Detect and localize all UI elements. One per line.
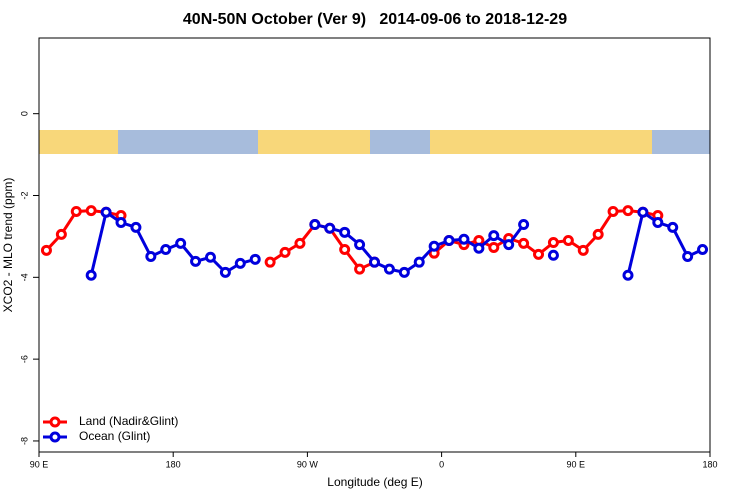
land-strip: [430, 130, 652, 154]
data-point: [219, 266, 231, 278]
series-line: [626, 209, 704, 276]
data-point: [622, 205, 634, 217]
data-point: [667, 221, 679, 233]
data-point: [354, 263, 366, 275]
x-tick-label: 180: [166, 459, 181, 469]
data-point: [637, 206, 649, 218]
x-tick-label: 90 W: [297, 459, 319, 469]
legend-label: Ocean (Glint): [79, 429, 150, 443]
data-point: [533, 248, 545, 260]
data-point: [175, 237, 187, 249]
data-point: [428, 240, 440, 252]
x-axis-label: Longitude (deg E): [327, 475, 422, 489]
data-point: [547, 237, 559, 249]
x-tick-label: 180: [702, 459, 717, 469]
data-point: [547, 249, 559, 261]
data-point: [652, 217, 664, 228]
data-point: [130, 221, 142, 233]
chart-title: 40N-50N October (Ver 9) 2014-09-06 to 20…: [183, 11, 567, 28]
y-tick-label: -4: [19, 273, 29, 281]
y-axis-label: XCO2 - MLO trend (ppm): [1, 178, 15, 313]
data-point: [354, 239, 366, 251]
x-tick-label: 90 E: [30, 459, 49, 469]
data-point: [682, 250, 694, 262]
data-point: [383, 263, 395, 275]
data-point: [369, 256, 380, 268]
plot-frame: [38, 37, 711, 453]
data-point: [294, 237, 306, 249]
data-point: [443, 235, 455, 246]
data-point: [190, 255, 202, 267]
data-point: [115, 217, 127, 228]
data-point: [473, 242, 485, 254]
legend-label: Land (Nadir&Glint): [79, 414, 178, 428]
data-point: [518, 219, 530, 231]
land-strip: [258, 130, 370, 154]
data-point: [324, 222, 336, 234]
data-point: [503, 239, 515, 251]
x-tick-label: 90 E: [567, 459, 586, 469]
y-tick-label: -2: [19, 191, 29, 199]
data-point: [70, 205, 82, 217]
data-point: [607, 205, 619, 217]
data-point: [697, 244, 709, 255]
legend-marker: [49, 431, 61, 443]
data-point: [562, 235, 574, 246]
data-point: [85, 269, 97, 281]
y-tick-label: 0: [19, 111, 29, 116]
land-strip: [39, 130, 118, 154]
data-point: [413, 256, 425, 268]
data-point: [249, 253, 261, 265]
data-point: [100, 206, 112, 218]
data-point: [234, 257, 246, 269]
data-point: [488, 241, 500, 253]
x-tick-label: 0: [439, 459, 444, 469]
data-point: [55, 228, 67, 240]
data-point: [264, 256, 276, 268]
data-point: [622, 269, 634, 281]
data-point: [339, 226, 351, 238]
data-point: [488, 230, 500, 242]
legend-marker: [49, 416, 61, 428]
data-point: [592, 228, 604, 240]
data-point: [160, 244, 172, 255]
data-point: [398, 266, 410, 278]
data-point: [339, 244, 351, 255]
map-strip: [39, 130, 710, 154]
y-tick-label: -8: [19, 437, 29, 445]
data-point: [458, 233, 470, 245]
data-point: [204, 251, 216, 263]
data-point: [309, 219, 321, 231]
data-point: [40, 244, 52, 256]
y-tick-label: -6: [19, 355, 29, 363]
data-point: [279, 246, 291, 258]
data-point: [85, 205, 97, 217]
data-point: [145, 250, 157, 262]
data-point: [518, 237, 530, 249]
data-point: [577, 244, 589, 256]
